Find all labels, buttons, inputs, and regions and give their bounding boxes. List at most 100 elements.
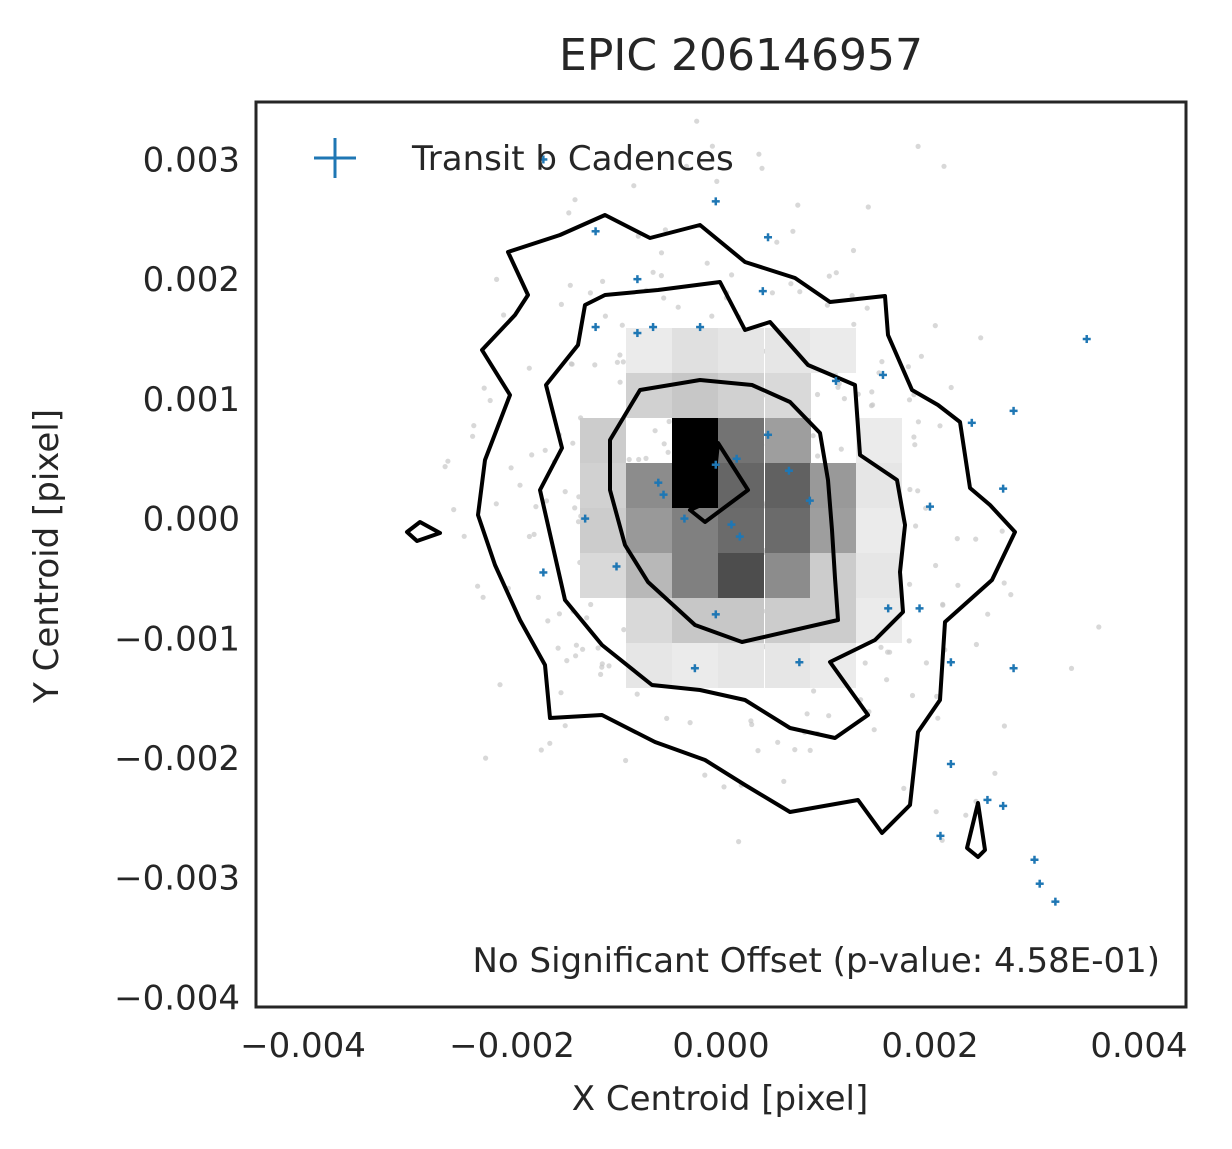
density-cell [856, 463, 902, 508]
background-point [709, 313, 715, 319]
background-point [573, 642, 580, 648]
legend-marker-plus [314, 138, 356, 178]
background-point [531, 531, 537, 538]
background-point [535, 594, 542, 601]
background-point [598, 671, 604, 678]
background-point [602, 313, 609, 319]
background-point [849, 293, 855, 299]
transit-point [633, 329, 642, 338]
density-cell [765, 328, 811, 373]
density-cell [580, 463, 626, 508]
background-point [1008, 592, 1014, 598]
density-cell [765, 643, 811, 688]
background-point [940, 602, 946, 608]
background-point [804, 711, 810, 717]
background-point [580, 646, 586, 652]
background-point [501, 312, 507, 318]
background-point [533, 504, 539, 510]
y-tick-label: −0.001 [114, 619, 240, 659]
background-point [666, 418, 672, 425]
background-point [617, 352, 623, 358]
background-point [661, 295, 667, 301]
transit-points [539, 155, 1091, 906]
background-point [662, 227, 669, 233]
x-tick-label: 0.000 [672, 1026, 769, 1066]
plot-area [405, 118, 1102, 906]
transit-point [633, 275, 642, 284]
transit-point [831, 376, 840, 385]
background-point [797, 289, 803, 295]
transit-point [591, 323, 600, 332]
background-point [595, 645, 601, 651]
background-point [643, 455, 649, 461]
background-point [558, 301, 565, 307]
background-point [907, 581, 913, 587]
background-point [650, 269, 656, 275]
background-point [941, 163, 947, 169]
background-point [451, 507, 457, 513]
transit-point [732, 454, 741, 463]
background-point [810, 433, 816, 439]
transit-point [727, 520, 736, 529]
background-point [562, 489, 568, 495]
background-point [702, 772, 708, 778]
background-point [915, 488, 921, 494]
chart-title: EPIC 206146957 [559, 30, 923, 81]
background-point [850, 247, 857, 254]
background-point [497, 682, 503, 688]
background-point [937, 423, 943, 429]
density-cell [718, 328, 764, 373]
transit-point [784, 466, 793, 475]
background-point [658, 250, 665, 256]
contour-middle [538, 280, 907, 740]
background-point [475, 583, 481, 589]
x-tick-label: 0.002 [881, 1026, 978, 1066]
legend: Transit b Cadences [314, 138, 734, 179]
transit-point [711, 460, 720, 469]
transit-point [1009, 406, 1018, 415]
plot-frame [254, 100, 1188, 1009]
density-cell [672, 418, 718, 463]
background-point [918, 353, 925, 359]
background-point [774, 239, 780, 245]
density-cell [626, 598, 672, 643]
transit-point [1082, 335, 1091, 344]
density-cell [856, 553, 902, 598]
background-point [826, 713, 832, 719]
transit-point [1009, 664, 1018, 673]
transit-point [999, 801, 1008, 810]
background-point [775, 739, 781, 745]
background-point [658, 273, 665, 279]
transit-point [581, 514, 590, 523]
y-tick-label: −0.002 [114, 739, 240, 779]
background-point [619, 322, 625, 328]
background-point [759, 165, 765, 171]
background-point [992, 770, 998, 776]
density-cell [856, 508, 902, 553]
density-cell [626, 328, 672, 373]
background-point [841, 396, 848, 402]
density-cell [626, 373, 672, 418]
background-point [807, 747, 813, 754]
background-point [985, 611, 991, 617]
transit-point [915, 604, 924, 613]
background-point [736, 839, 742, 845]
background-point [558, 690, 564, 696]
background-point [636, 456, 642, 463]
background-point [905, 364, 912, 370]
background-point [901, 785, 907, 792]
background-point [483, 755, 489, 761]
background-point [878, 644, 884, 650]
background-point [508, 465, 514, 471]
background-point [923, 660, 930, 666]
background-point [906, 397, 913, 403]
transit-point [591, 227, 600, 236]
background-point [869, 389, 875, 395]
density-cell [580, 553, 626, 598]
background-point [445, 458, 451, 464]
transit-point [612, 562, 621, 571]
background-point [547, 740, 553, 746]
y-tick-label: −0.004 [114, 978, 240, 1018]
background-point [572, 505, 578, 511]
transit-point [983, 795, 992, 804]
